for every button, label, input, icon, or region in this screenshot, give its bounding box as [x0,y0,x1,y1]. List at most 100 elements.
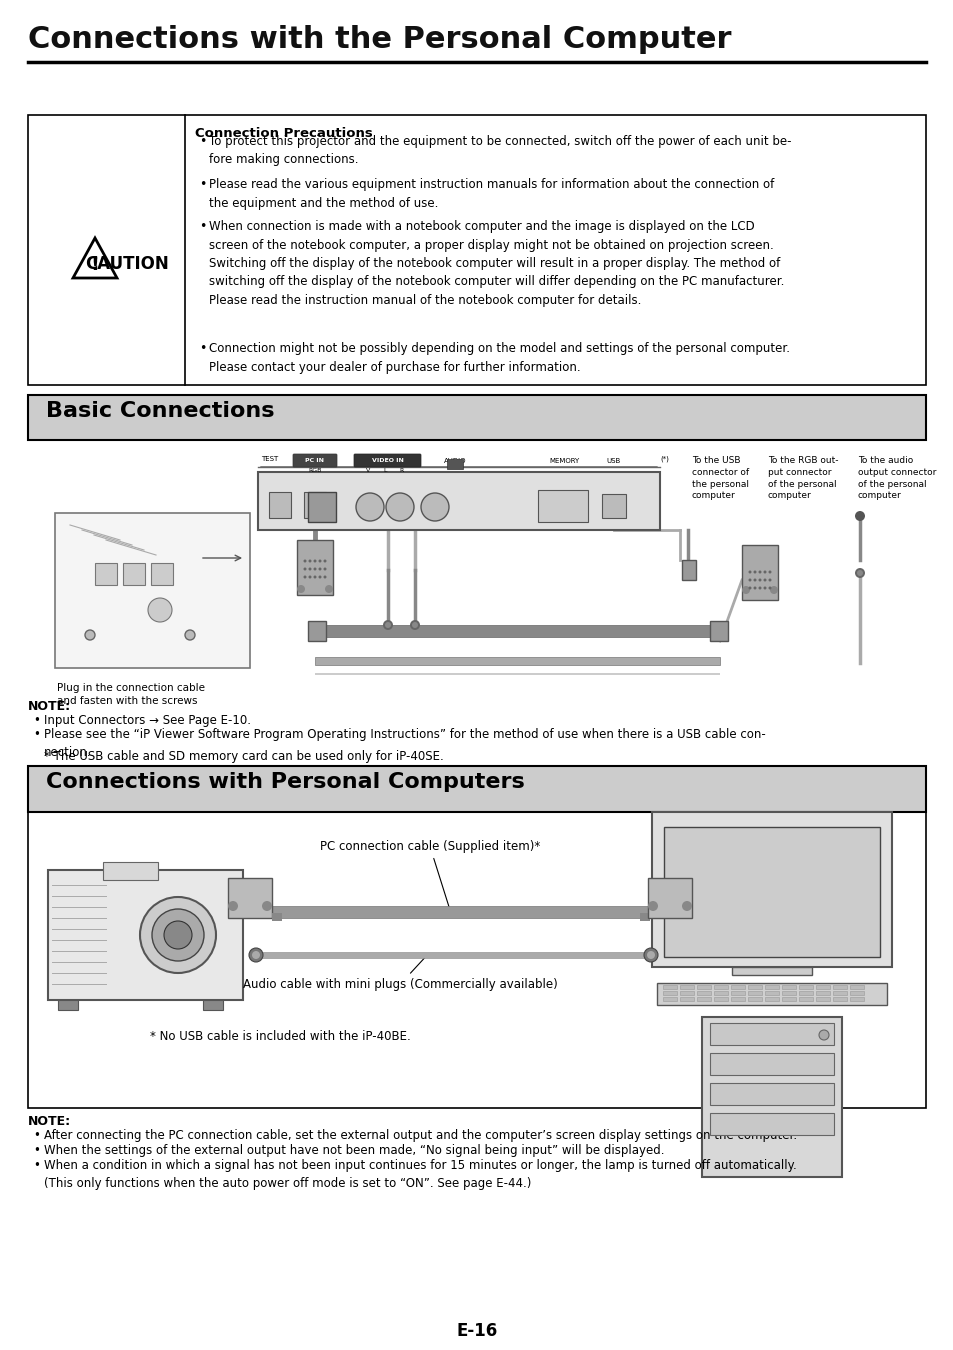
Text: L: L [383,468,386,472]
Bar [601,494,625,518]
Circle shape [323,575,326,579]
Circle shape [314,559,316,563]
Text: Basic Connections: Basic Connections [46,401,274,421]
Bar [272,906,649,918]
Bar [764,986,779,990]
Bar [228,878,272,918]
Circle shape [296,585,305,593]
Circle shape [758,571,760,574]
Bar [697,998,710,1000]
Bar [123,563,145,585]
Text: E-16: E-16 [456,1322,497,1341]
Circle shape [308,575,312,579]
Bar [747,986,761,990]
Circle shape [643,948,658,963]
Bar [832,991,846,995]
Bar [709,1053,833,1075]
Bar [713,986,727,990]
Circle shape [768,579,771,582]
Bar [651,811,891,967]
Circle shape [410,620,419,630]
Text: !: ! [91,255,99,274]
Circle shape [854,512,864,521]
Bar [799,998,812,1000]
Bar [815,991,829,995]
Text: •: • [33,1143,40,1157]
Bar [95,563,117,585]
Bar [764,991,779,995]
Bar [679,991,693,995]
Bar [799,986,812,990]
Circle shape [762,579,765,582]
Bar [103,863,158,880]
Bar [709,621,727,641]
Text: MEMORY: MEMORY [549,458,579,464]
Bar [272,913,282,921]
Circle shape [148,598,172,622]
Circle shape [303,567,306,571]
Bar [730,998,744,1000]
Bar [662,998,677,1000]
Circle shape [308,559,312,563]
Circle shape [748,586,751,590]
Text: VIDEO IN: VIDEO IN [372,458,403,463]
Circle shape [386,493,414,521]
Bar [663,828,879,957]
Text: PC connection cable (Supplied item)*: PC connection cable (Supplied item)* [319,840,539,907]
Bar [269,491,291,518]
Bar [662,991,677,995]
Bar [28,811,925,1108]
Text: •: • [33,714,40,728]
Text: Audio cable with mini plugs (Commercially available): Audio cable with mini plugs (Commerciall… [242,954,557,991]
Text: R: R [399,468,404,472]
Circle shape [753,571,756,574]
Circle shape [856,570,862,576]
Circle shape [412,622,417,628]
Bar [741,545,778,599]
Bar [701,1017,841,1177]
Circle shape [753,579,756,582]
Bar [815,998,829,1000]
Text: V: V [366,468,370,472]
Bar [48,869,243,1000]
Circle shape [318,567,321,571]
Bar [713,991,727,995]
Bar [781,991,795,995]
Bar [730,986,744,990]
Bar [296,540,333,595]
Bar [151,563,172,585]
Bar [28,115,925,385]
Circle shape [382,620,393,630]
Text: NOTE:: NOTE: [28,701,71,713]
Bar [781,998,795,1000]
Bar [730,991,744,995]
Text: Connections with the Personal Computer: Connections with the Personal Computer [28,26,731,54]
Bar [849,998,863,1000]
Circle shape [748,571,751,574]
Bar [314,625,720,637]
Circle shape [769,586,778,594]
Circle shape [140,896,215,973]
Circle shape [681,900,691,911]
Circle shape [323,567,326,571]
Circle shape [768,586,771,590]
Text: (*): (*) [659,456,668,463]
Bar [657,983,886,1004]
Bar [709,1112,833,1135]
Circle shape [303,559,306,563]
Circle shape [325,585,333,593]
Text: •: • [33,1129,40,1142]
Text: •: • [199,135,206,148]
Circle shape [818,1030,828,1040]
Circle shape [249,948,263,963]
Text: Input Connectors → See Page E-10.: Input Connectors → See Page E-10. [44,714,251,728]
Bar [832,998,846,1000]
Circle shape [318,575,321,579]
Text: To the USB
connector of
the personal
computer: To the USB connector of the personal com… [691,456,748,501]
Bar [747,991,761,995]
Bar [255,952,644,958]
Text: NOTE:: NOTE: [28,1115,71,1129]
Circle shape [647,900,658,911]
Circle shape [303,575,306,579]
Bar [314,657,720,666]
